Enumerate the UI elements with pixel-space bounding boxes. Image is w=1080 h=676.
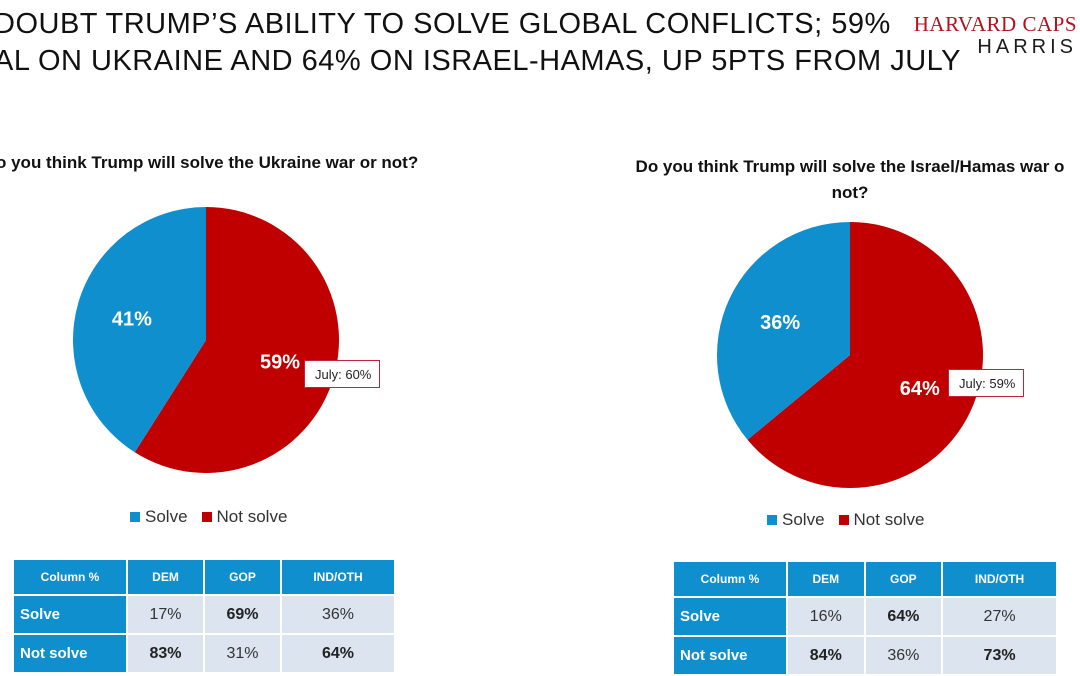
row-label: Solve xyxy=(12,594,128,635)
not-solve-swatch xyxy=(201,512,212,522)
ukraine-label-solve: 41% xyxy=(112,308,152,330)
headline-line-1: DOUBT TRUMP’S ABILITY TO SOLVE GLOBAL CO… xyxy=(0,8,891,40)
legend-item-solve: Solve xyxy=(130,507,188,527)
col-header: Column % xyxy=(12,558,128,596)
ukraine-party-table: Column % DEM GOP IND/OTH Solve 17% 69% 3… xyxy=(12,558,396,674)
israel-label-not-solve: 64% xyxy=(900,378,940,400)
harvard-caps-harris-logo: HARVARD CAPS HARRIS xyxy=(914,12,1077,58)
col-header: GOP xyxy=(203,558,282,596)
ukraine-label-not-solve: 59% xyxy=(260,352,300,374)
headline: DOUBT TRUMP’S ABILITY TO SOLVE GLOBAL CO… xyxy=(0,6,961,80)
israel-question-line-1: Do you think Trump will solve the Israel… xyxy=(635,157,1065,176)
table-header-row: Column % DEM GOP IND/OTH xyxy=(672,560,1058,598)
table-cell: 83% xyxy=(126,633,205,674)
table-row: Not solve 83% 31% 64% xyxy=(12,633,396,674)
solve-swatch xyxy=(767,515,777,525)
col-header: Column % xyxy=(672,560,788,598)
israel-question-line-2: not? xyxy=(831,183,869,202)
table-cell: 16% xyxy=(786,596,866,637)
col-header: DEM xyxy=(126,558,205,596)
col-header: IND/OTH xyxy=(941,560,1058,598)
legend-item-solve: Solve xyxy=(767,510,825,530)
table-cell: 69% xyxy=(203,594,282,635)
israel-slice-solve xyxy=(716,222,850,440)
table-cell: 17% xyxy=(126,594,205,635)
col-header: DEM xyxy=(786,560,866,598)
israel-slice-not-solve xyxy=(747,222,983,488)
ukraine-legend: Solve Not solve xyxy=(130,507,295,527)
legend-label-solve: Solve xyxy=(145,507,188,526)
table-cell: 64% xyxy=(863,596,944,637)
table-row: Solve 17% 69% 36% xyxy=(12,594,396,635)
table-header-row: Column % DEM GOP IND/OTH xyxy=(12,558,396,596)
table-row: Not solve 84% 36% 73% xyxy=(672,635,1058,676)
ukraine-july-callout: July: 60% xyxy=(304,360,381,388)
legend-label-solve: Solve xyxy=(782,510,825,529)
ukraine-question: o you think Trump will solve the Ukraine… xyxy=(0,153,419,172)
israel-legend: Solve Not solve xyxy=(767,510,932,530)
table-cell: 84% xyxy=(786,635,866,676)
table-cell: 64% xyxy=(280,633,396,674)
row-label: Solve xyxy=(672,596,788,637)
legend-label-not-solve: Not solve xyxy=(853,510,925,529)
col-header: IND/OTH xyxy=(280,558,396,596)
row-label: Not solve xyxy=(12,633,128,674)
table-row: Solve 16% 64% 27% xyxy=(672,596,1058,637)
israel-question: Do you think Trump will solve the Israel… xyxy=(600,154,1080,206)
row-label: Not solve xyxy=(672,635,788,676)
col-header: GOP xyxy=(863,560,944,598)
israel-party-table: Column % DEM GOP IND/OTH Solve 16% 64% 2… xyxy=(672,560,1058,676)
logo-line-1: HARVARD CAPS xyxy=(913,12,1077,36)
israel-july-callout: July: 59% xyxy=(948,369,1025,397)
not-solve-swatch xyxy=(838,515,849,525)
solve-swatch xyxy=(130,512,140,522)
israel-label-solve: 36% xyxy=(760,312,800,334)
ukraine-slice-not-solve xyxy=(134,207,339,473)
headline-line-2: AL ON UKRAINE AND 64% ON ISRAEL-HAMAS, U… xyxy=(0,45,961,77)
table-cell: 73% xyxy=(941,635,1058,676)
table-cell: 31% xyxy=(203,633,282,674)
table-cell: 27% xyxy=(941,596,1058,637)
logo-line-2: HARRIS xyxy=(977,36,1077,58)
table-cell: 36% xyxy=(280,594,396,635)
legend-label-not-solve: Not solve xyxy=(216,507,288,526)
legend-item-not-solve: Not solve xyxy=(201,507,288,527)
ukraine-slice-solve xyxy=(72,207,206,453)
legend-item-not-solve: Not solve xyxy=(838,510,925,530)
table-cell: 36% xyxy=(863,635,944,676)
